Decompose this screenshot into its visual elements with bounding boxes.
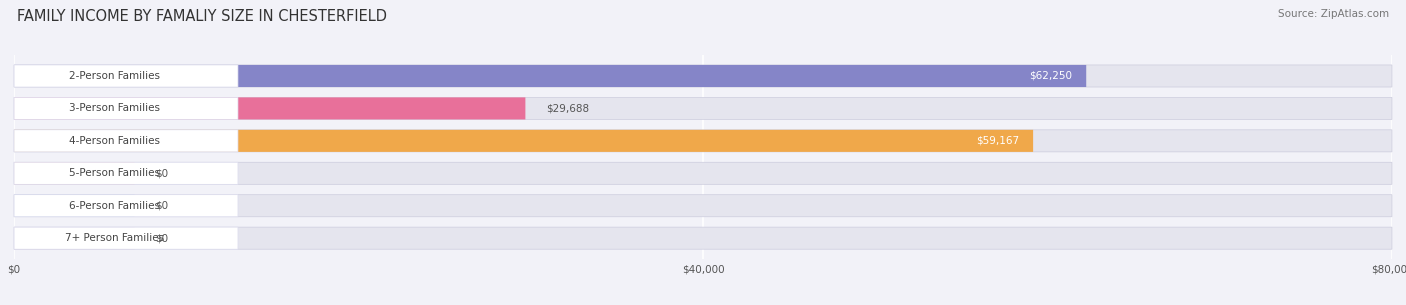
Text: $0: $0 <box>155 168 169 178</box>
Text: 5-Person Families: 5-Person Families <box>69 168 160 178</box>
FancyBboxPatch shape <box>14 130 238 152</box>
Text: 2-Person Families: 2-Person Families <box>69 71 160 81</box>
FancyBboxPatch shape <box>14 227 1392 249</box>
FancyBboxPatch shape <box>14 65 238 87</box>
Text: Source: ZipAtlas.com: Source: ZipAtlas.com <box>1278 9 1389 19</box>
FancyBboxPatch shape <box>14 227 135 249</box>
Text: 3-Person Families: 3-Person Families <box>69 103 160 113</box>
Text: $0: $0 <box>155 201 169 211</box>
FancyBboxPatch shape <box>14 195 135 217</box>
FancyBboxPatch shape <box>14 162 135 184</box>
FancyBboxPatch shape <box>14 97 526 120</box>
FancyBboxPatch shape <box>14 97 1392 120</box>
FancyBboxPatch shape <box>14 130 1392 152</box>
FancyBboxPatch shape <box>14 65 1392 87</box>
FancyBboxPatch shape <box>14 97 238 120</box>
Text: $0: $0 <box>155 233 169 243</box>
Text: $62,250: $62,250 <box>1029 71 1073 81</box>
Text: 7+ Person Families: 7+ Person Families <box>65 233 165 243</box>
Text: 6-Person Families: 6-Person Families <box>69 201 160 211</box>
FancyBboxPatch shape <box>14 195 1392 217</box>
FancyBboxPatch shape <box>14 227 238 249</box>
FancyBboxPatch shape <box>14 130 1033 152</box>
FancyBboxPatch shape <box>14 65 1087 87</box>
FancyBboxPatch shape <box>14 162 238 184</box>
FancyBboxPatch shape <box>14 162 1392 184</box>
Text: FAMILY INCOME BY FAMALIY SIZE IN CHESTERFIELD: FAMILY INCOME BY FAMALIY SIZE IN CHESTER… <box>17 9 387 24</box>
Text: 4-Person Families: 4-Person Families <box>69 136 160 146</box>
Text: $59,167: $59,167 <box>976 136 1019 146</box>
Text: $29,688: $29,688 <box>546 103 589 113</box>
FancyBboxPatch shape <box>14 195 238 217</box>
